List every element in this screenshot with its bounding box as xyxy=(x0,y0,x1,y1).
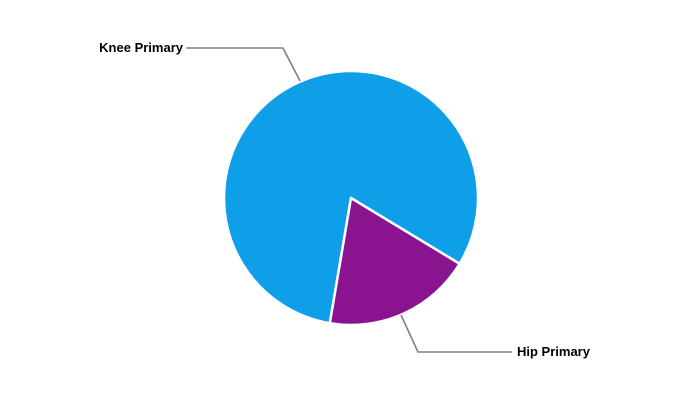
pie-slice-hip-primary[interactable] xyxy=(328,196,461,327)
slice-label-hip-primary: Hip Primary xyxy=(517,344,591,359)
slice-labels: Knee Primary Hip Primary xyxy=(99,40,591,359)
connector-knee-primary xyxy=(186,47,301,82)
pie-slices xyxy=(222,69,480,327)
connector-hip-primary xyxy=(400,314,512,353)
label-connectors xyxy=(186,47,512,353)
slice-label-knee-primary: Knee Primary xyxy=(99,40,184,55)
